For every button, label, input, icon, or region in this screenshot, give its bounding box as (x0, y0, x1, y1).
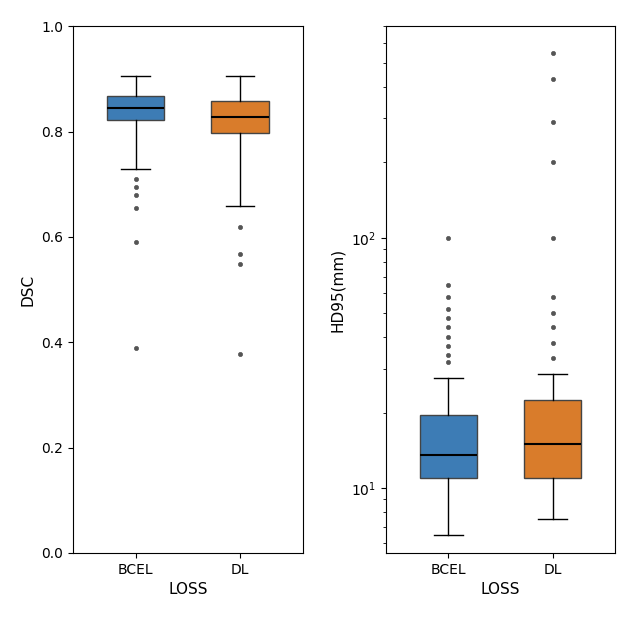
Y-axis label: HD95(mm): HD95(mm) (330, 248, 345, 332)
PathPatch shape (524, 400, 581, 478)
Y-axis label: DSC: DSC (21, 274, 36, 306)
PathPatch shape (420, 415, 477, 478)
PathPatch shape (211, 101, 268, 133)
PathPatch shape (107, 96, 164, 120)
X-axis label: LOSS: LOSS (168, 582, 207, 597)
X-axis label: LOSS: LOSS (481, 582, 520, 597)
